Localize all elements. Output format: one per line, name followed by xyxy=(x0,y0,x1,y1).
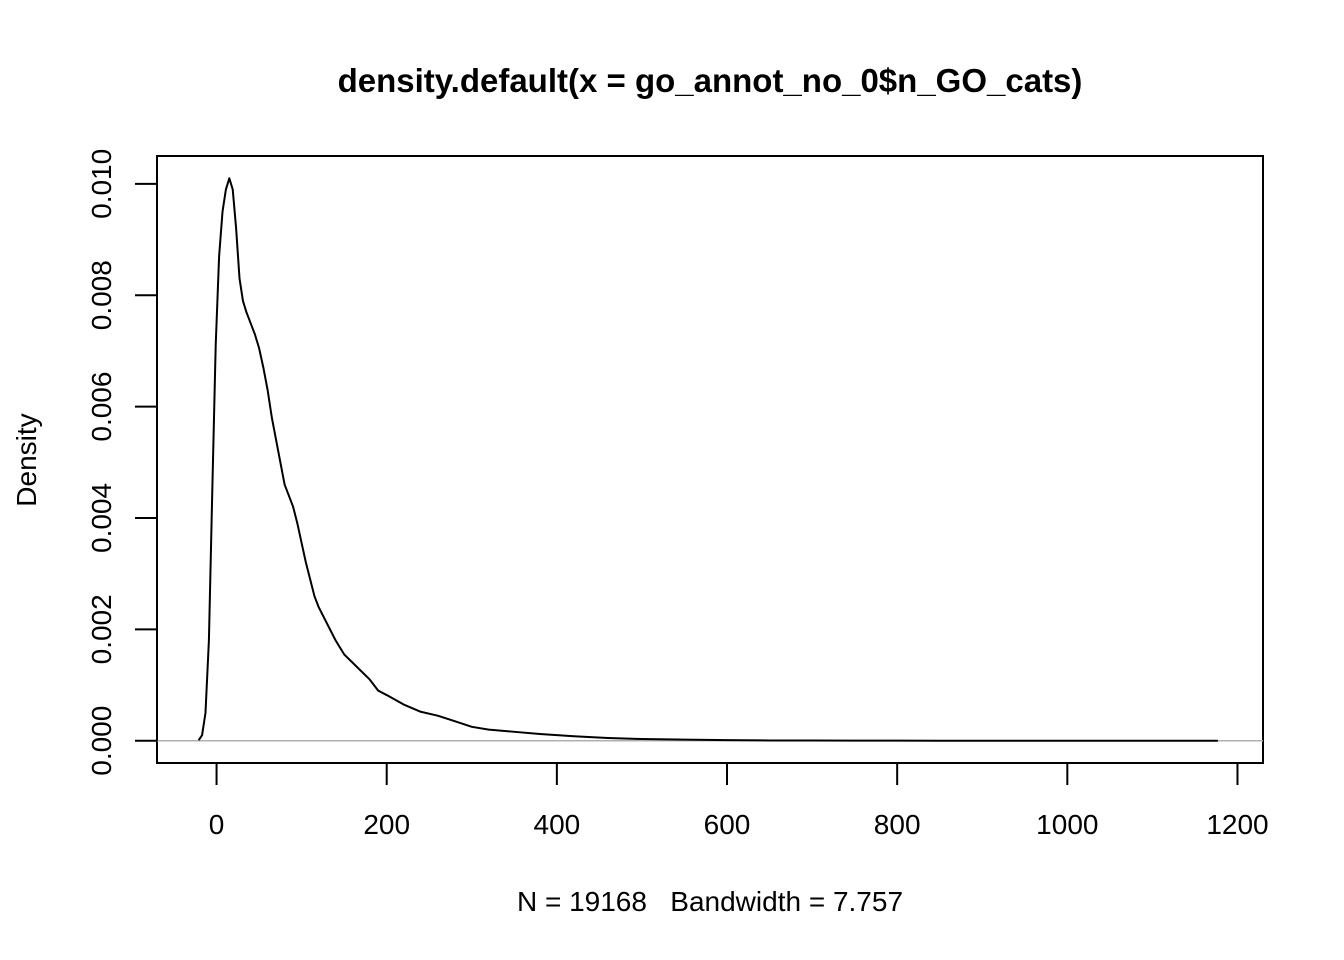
chart-title: density.default(x = go_annot_no_0$n_GO_c… xyxy=(338,62,1083,99)
y-tick-label: 0.008 xyxy=(86,260,117,330)
density-curve xyxy=(197,177,1218,742)
x-tick-label: 1000 xyxy=(1036,809,1098,840)
x-axis: 0 200 400 600 800 1000 1200 xyxy=(209,762,1269,840)
plot-frame xyxy=(156,155,1264,764)
y-tick-label: 0.010 xyxy=(86,149,117,219)
y-tick-label: 0.004 xyxy=(86,483,117,553)
y-tick-label: 0.002 xyxy=(86,594,117,664)
x-tick-label: 400 xyxy=(534,809,581,840)
y-tick-label: 0.000 xyxy=(86,706,117,776)
y-tick-label: 0.006 xyxy=(86,372,117,442)
x-tick-label: 0 xyxy=(209,809,225,840)
x-tick-label: 800 xyxy=(874,809,921,840)
x-tick-label: 1200 xyxy=(1206,809,1268,840)
x-tick-label: 200 xyxy=(363,809,410,840)
x-axis-label: N = 19168 Bandwidth = 7.757 xyxy=(517,886,903,917)
y-axis: 0.000 0.002 0.004 0.006 0.008 0.010 xyxy=(86,149,158,776)
x-tick-label: 600 xyxy=(704,809,751,840)
y-axis-label: Density xyxy=(11,413,42,506)
